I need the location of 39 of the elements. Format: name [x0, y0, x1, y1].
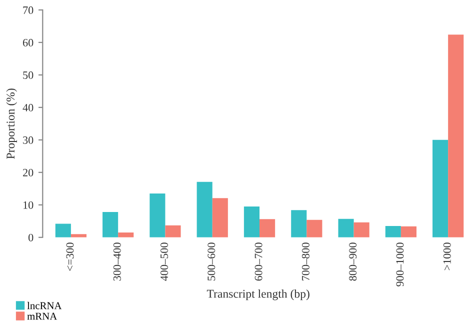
y-tick-label: 40 [22, 104, 34, 112]
y-tick-label: 0 [28, 234, 34, 242]
bar [196, 182, 212, 238]
bar [400, 226, 416, 238]
y-tick-label: 70 [23, 6, 34, 14]
bar [102, 212, 118, 238]
legend-label: lncRNA [27, 302, 62, 310]
x-tick-label: 600–700 [254, 242, 262, 281]
bar [244, 206, 260, 238]
bar [385, 226, 401, 238]
bar [212, 198, 228, 238]
bar [306, 220, 322, 238]
bar [338, 218, 354, 238]
x-tick-label: 800–900 [349, 242, 357, 281]
bar [260, 219, 276, 238]
bar [55, 224, 71, 238]
bar [70, 234, 86, 238]
y-tick-label: 50 [23, 71, 34, 79]
x-axis-title: Transcript length (bp) [206, 289, 310, 300]
x-tick-label: 500–600 [208, 242, 216, 280]
x-tick-label: 300–400 [113, 242, 121, 281]
y-tick-label: 30 [23, 136, 34, 144]
bar [291, 210, 307, 238]
bar [150, 194, 166, 238]
bar [118, 232, 134, 238]
bar [432, 140, 448, 238]
x-tick-label: 700–800 [302, 242, 310, 280]
y-tick-label: 10 [24, 201, 34, 209]
bar [354, 222, 370, 238]
bar [448, 34, 464, 238]
legend-label: mRNA [27, 312, 58, 320]
x-tick-label: 900–1000 [396, 242, 404, 286]
y-tick-label: 60 [23, 38, 34, 46]
x-tick-label: 400–500 [160, 242, 168, 281]
x-tick-label: >1000 [443, 242, 451, 270]
y-axis-title: Proportion (%) [6, 88, 17, 159]
x-tick-label: <=300 [66, 242, 74, 271]
bar [165, 225, 181, 238]
y-tick-label: 20 [23, 168, 34, 176]
